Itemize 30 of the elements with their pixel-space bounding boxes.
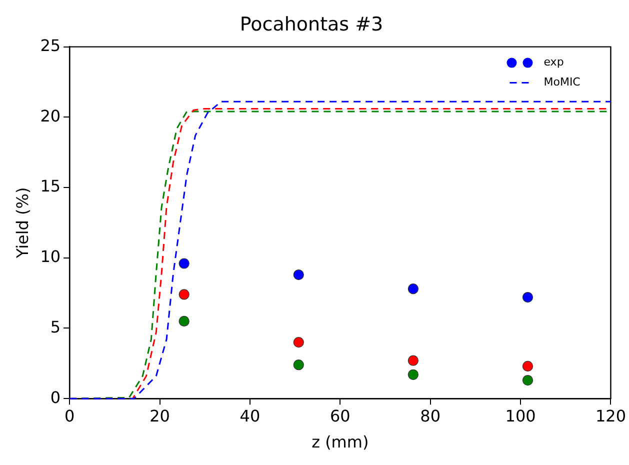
point: [293, 269, 304, 280]
point: [293, 360, 304, 370]
x-tick-label: 40: [240, 406, 260, 426]
legend-label: MoMIC: [544, 76, 581, 89]
point: [522, 375, 534, 386]
y-tick-label: 15: [40, 176, 61, 196]
chart-title: Pocahontas #3: [240, 13, 384, 36]
x-axis-title: z (mm): [312, 432, 369, 452]
point: [522, 292, 534, 303]
x-tick-label: 80: [420, 406, 441, 426]
y-tick-label: 5: [50, 317, 61, 336]
y-tick-label: 10: [40, 247, 61, 266]
point: [178, 289, 190, 300]
point: [408, 369, 419, 380]
y-tick-label: 0: [50, 388, 61, 407]
legend-label: exp: [544, 56, 564, 69]
x-tick-label: 20: [150, 406, 170, 426]
y-tick-label: 20: [40, 106, 61, 126]
x-tick-label: 100: [505, 406, 536, 426]
point: [522, 360, 534, 372]
point: [178, 316, 190, 327]
point: [408, 355, 419, 366]
x-tick-label: 120: [595, 406, 626, 426]
point: [293, 337, 304, 348]
point: [408, 284, 419, 294]
x-tick-label: 60: [330, 406, 350, 426]
y-tick-label: 25: [40, 36, 61, 55]
y-axis-title: Yield (%): [12, 187, 32, 260]
x-tick-label: 0: [64, 406, 75, 426]
point: [178, 258, 190, 269]
